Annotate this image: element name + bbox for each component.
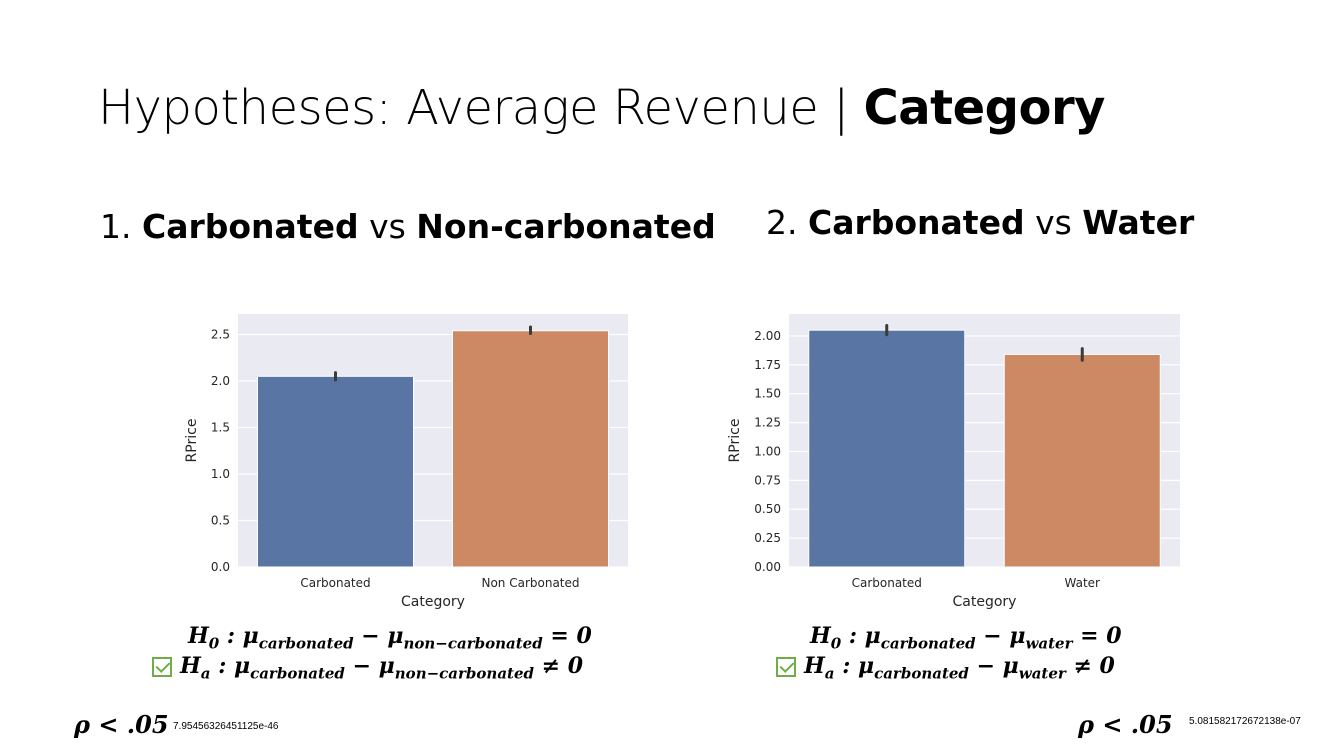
x-tick-label: Carbonated — [852, 576, 922, 590]
slide-title: Hypotheses: Average Revenue | Category — [98, 80, 1105, 136]
comparison-1-vs: vs — [358, 207, 417, 246]
comparison-2-number: 2. — [766, 203, 808, 242]
x-axis-label: Category — [401, 594, 465, 610]
comparison-1-right: Non-carbonated — [416, 207, 716, 246]
y-tick-label: 1.0 — [211, 467, 230, 481]
charts-canvas: 0.0 0.5 1.0 1.5 2.0 2.5 Carbonated Non Carbonat… — [184, 314, 1180, 610]
y-tick-label: 0.25 — [754, 531, 781, 545]
comparison-2-right: Water — [1082, 203, 1195, 242]
comparison-1-left: Carbonated — [141, 207, 359, 246]
null-hypothesis-1: H0 : μcarbonated − μnon−carbonated = 0 — [188, 623, 592, 653]
comparison-2-left: Carbonated — [807, 203, 1025, 242]
y-tick-label: 0.50 — [754, 502, 781, 516]
comparison-1-heading: 1. Carbonated vs Non-carbonated — [100, 207, 716, 246]
bar — [257, 375, 414, 568]
y-tick-label: 0.5 — [211, 513, 230, 527]
y-tick-label: 1.50 — [754, 387, 781, 401]
significance-level-2: ρ < .05 — [1078, 710, 1173, 739]
bar — [452, 330, 609, 568]
bar — [808, 329, 966, 568]
null-hypothesis-2: H0 : μcarbonated − μwater = 0 — [810, 623, 1122, 653]
y-tick-label: 0.75 — [754, 473, 781, 487]
comparison-2-vs: vs — [1024, 203, 1083, 242]
y-tick-label: 1.5 — [211, 420, 230, 434]
y-tick-label: 0.00 — [754, 560, 781, 574]
x-tick-label: Water — [1065, 576, 1101, 590]
bar — [1003, 353, 1161, 568]
p-value-1: 7.95456326451125e-46 — [173, 721, 279, 732]
y-tick-label: 2.5 — [211, 327, 230, 341]
comparison-2-heading: 2. Carbonated vs Water — [766, 203, 1194, 242]
y-tick-label: 2.00 — [754, 329, 781, 343]
y-tick-label: 1.25 — [754, 416, 781, 430]
slide-title-bold: Category — [863, 80, 1106, 136]
alt-hypothesis-1: Ha : μcarbonated − μnon−carbonated ≠ 0 — [152, 653, 583, 682]
slide-title-regular: Hypotheses: Average Revenue | — [98, 80, 864, 136]
y-tick-label: 1.75 — [754, 358, 781, 372]
checkbox-checked-icon — [776, 657, 796, 677]
x-axis-label: Category — [953, 594, 1017, 610]
y-tick-label: 2.0 — [211, 374, 230, 388]
y-tick-label: 1.00 — [754, 444, 781, 458]
alt-hypothesis-2: Ha : μcarbonated − μwater ≠ 0 — [776, 653, 1115, 682]
x-tick-label: Carbonated — [300, 576, 370, 590]
x-tick-label: Non Carbonated — [481, 576, 579, 590]
comparison-1-number: 1. — [100, 207, 142, 246]
checkbox-checked-icon — [152, 657, 172, 677]
y-tick-label: 0.0 — [211, 560, 230, 574]
y-axis-label: RPrice — [727, 419, 743, 463]
y-axis-label: RPrice — [184, 419, 200, 463]
significance-level-1: ρ < .05 — [74, 710, 169, 739]
p-value-2: 5.081582172672138e-07 — [1189, 716, 1301, 727]
